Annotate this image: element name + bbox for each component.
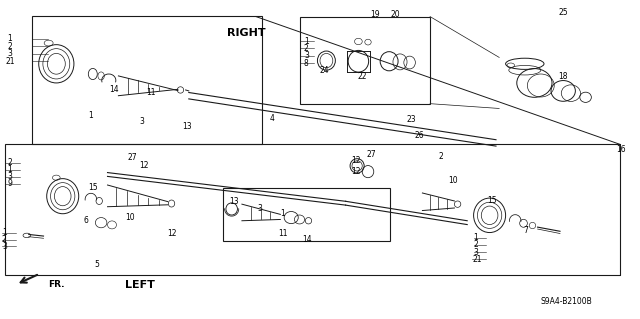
Text: 3: 3 [257, 204, 262, 213]
Text: 1: 1 [88, 111, 93, 120]
Text: 3: 3 [8, 172, 13, 181]
Text: 18: 18 [558, 72, 568, 81]
Text: 5: 5 [95, 260, 100, 269]
Text: 1: 1 [474, 233, 478, 242]
Text: 1: 1 [8, 34, 12, 43]
Text: 11: 11 [278, 229, 288, 238]
Text: 14: 14 [302, 235, 312, 244]
Text: 24: 24 [320, 66, 330, 75]
Text: 8: 8 [304, 59, 308, 68]
Text: 12: 12 [351, 167, 360, 176]
Text: 15: 15 [88, 183, 98, 192]
Text: 10: 10 [448, 176, 458, 185]
Text: 1: 1 [8, 165, 12, 174]
Text: S9A4-B2100B: S9A4-B2100B [541, 297, 593, 306]
Text: 1: 1 [2, 228, 6, 237]
Text: 10: 10 [125, 213, 134, 222]
Text: 13: 13 [182, 122, 192, 130]
Text: 14: 14 [109, 85, 118, 94]
Text: 22: 22 [357, 72, 367, 81]
Text: FR.: FR. [48, 280, 65, 289]
Text: 12: 12 [351, 156, 360, 165]
Text: 7: 7 [524, 226, 529, 235]
Text: 27: 27 [366, 150, 376, 159]
Text: 2: 2 [8, 42, 12, 51]
Text: 3: 3 [474, 248, 479, 256]
Text: 20: 20 [390, 10, 400, 19]
Text: 3: 3 [8, 49, 13, 58]
Text: 2: 2 [438, 152, 443, 161]
Text: 19: 19 [370, 10, 380, 19]
Text: 12: 12 [168, 229, 177, 238]
Text: 2: 2 [2, 235, 6, 244]
Text: 2: 2 [8, 158, 12, 167]
Text: 6: 6 [83, 216, 88, 225]
Text: 1: 1 [280, 209, 285, 218]
Text: 21: 21 [472, 255, 482, 263]
Text: 4: 4 [270, 114, 275, 122]
Text: 3: 3 [304, 51, 309, 60]
Text: 1: 1 [304, 37, 308, 46]
Text: 11: 11 [146, 88, 156, 97]
Text: 27: 27 [128, 153, 138, 162]
Text: 2: 2 [304, 44, 308, 53]
Text: 23: 23 [406, 115, 416, 124]
Text: 3: 3 [2, 242, 7, 251]
Text: 21: 21 [6, 57, 15, 66]
Text: 9: 9 [8, 179, 13, 188]
Text: 2: 2 [474, 241, 478, 249]
Text: 12: 12 [140, 161, 149, 170]
Text: RIGHT: RIGHT [227, 28, 266, 39]
Text: 15: 15 [488, 196, 497, 205]
Text: 25: 25 [559, 8, 568, 17]
Text: 26: 26 [415, 131, 424, 140]
Text: 16: 16 [616, 145, 626, 154]
Text: 3: 3 [140, 117, 145, 126]
Text: LEFT: LEFT [125, 279, 155, 290]
Text: 13: 13 [229, 197, 239, 206]
